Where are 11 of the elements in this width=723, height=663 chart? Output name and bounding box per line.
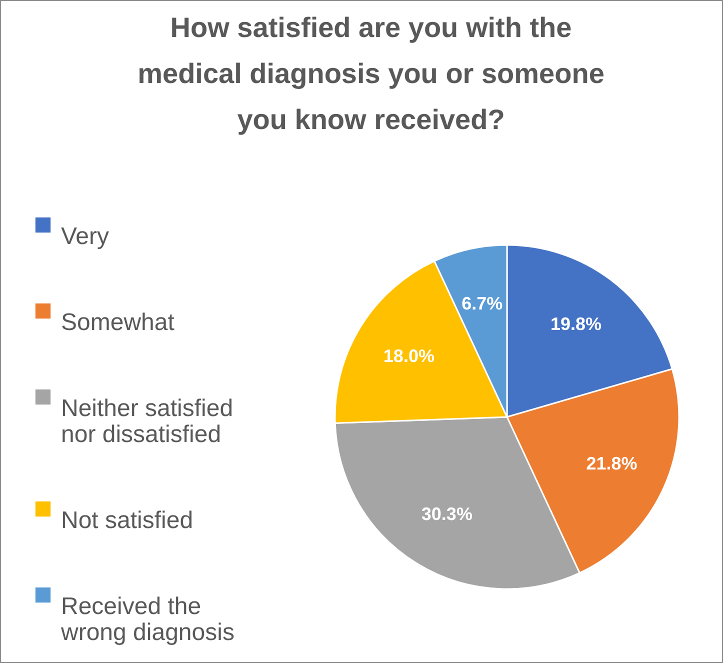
data-label: 30.3% (421, 504, 472, 524)
legend-label: Received the wrong diagnosis (60, 593, 234, 646)
legend-label: Somewhat (61, 309, 175, 336)
data-label: 19.8% (550, 314, 602, 334)
data-label: 18.0% (383, 346, 434, 366)
chart-title: How satisfied are you with the medical diagnosis you or someone you know received? (138, 12, 604, 135)
legend-label: Very (61, 223, 110, 250)
data-label: 6.7% (462, 294, 503, 314)
data-label: 21.8% (586, 454, 638, 474)
legend-label: Not satisfied (61, 507, 194, 534)
legend-label: Neither satisfied nor dissatisfied (61, 395, 234, 448)
